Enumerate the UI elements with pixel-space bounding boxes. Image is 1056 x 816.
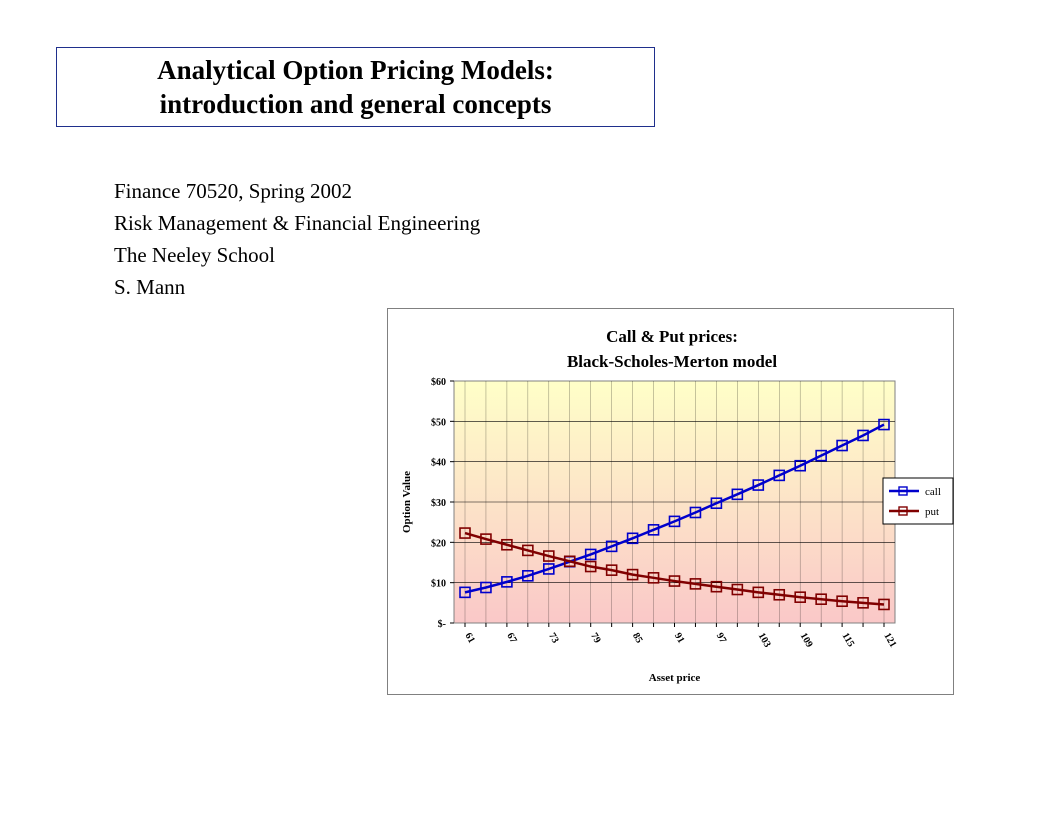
data-point-put <box>794 591 807 603</box>
data-point-put <box>752 586 765 599</box>
data-point-call <box>459 586 471 599</box>
y-tick-label: $- <box>438 619 446 630</box>
x-tick-label: 103 <box>756 631 773 649</box>
data-point-call <box>878 418 890 431</box>
x-tick-label: 97 <box>714 631 729 645</box>
data-point-put <box>647 572 660 584</box>
chart-legend: call put <box>882 477 954 525</box>
chart-subtitle: Black-Scholes-Merton model <box>567 352 777 371</box>
data-point-put <box>731 583 744 596</box>
y-tick-label: $30 <box>431 498 446 509</box>
subtitle-line-topic: Risk Management & Financial Engineering <box>114 211 481 235</box>
x-axis-label: Asset price <box>649 672 701 684</box>
data-point-put <box>836 595 848 608</box>
data-point-put <box>459 527 471 539</box>
data-point-call <box>710 497 723 510</box>
data-point-put <box>689 578 702 590</box>
data-point-call <box>857 429 869 442</box>
data-point-put <box>605 564 618 576</box>
slide-subtitle: Finance 70520, Spring 2002 Risk Manageme… <box>114 175 480 303</box>
series-line-put <box>464 531 885 606</box>
slide-title-box: Analytical Option Pricing Models: introd… <box>56 47 655 127</box>
y-tick-label: $60 <box>431 377 446 388</box>
series-line-call <box>464 423 885 594</box>
data-point-call <box>794 459 807 472</box>
data-point-call <box>731 488 744 501</box>
data-point-call <box>752 479 765 491</box>
y-tick-label: $20 <box>431 538 446 549</box>
subtitle-line-school: The Neeley School <box>114 243 275 267</box>
chart-frame: Call & Put prices: Black-Scholes-Merton … <box>387 308 954 695</box>
legend-marker-call <box>898 486 908 496</box>
legend-box <box>882 477 954 525</box>
x-tick-label: 109 <box>798 631 815 649</box>
data-point-put <box>584 560 597 573</box>
data-point-call <box>501 576 513 588</box>
option-price-chart: Call & Put prices: Black-Scholes-Merton … <box>401 327 954 684</box>
data-point-put <box>815 593 827 606</box>
series-call <box>459 418 890 599</box>
x-tick-label: 91 <box>672 631 687 645</box>
data-point-put <box>710 580 723 593</box>
x-tick-label: 61 <box>462 631 477 645</box>
subtitle-line-course: Finance 70520, Spring 2002 <box>114 179 352 203</box>
x-tick-label: 79 <box>588 631 603 645</box>
data-point-call <box>689 506 702 519</box>
data-point-put <box>668 575 681 587</box>
data-point-call <box>522 570 534 582</box>
legend-label-call: call <box>925 486 941 498</box>
x-tick-label: 73 <box>546 631 561 645</box>
y-axis-ticks: $- $10 $20 $30 $40 $50 $60 <box>431 377 454 630</box>
data-point-call <box>626 532 639 545</box>
subtitle-line-author: S. Mann <box>114 275 186 299</box>
data-point-put <box>522 544 534 557</box>
data-point-call <box>605 540 618 553</box>
data-point-put <box>626 568 639 581</box>
slide-title-line-2: introduction and general concepts <box>159 89 552 119</box>
data-point-put <box>480 533 492 545</box>
y-tick-label: $40 <box>431 458 446 469</box>
legend-marker-put <box>898 506 908 516</box>
x-axis-ticks: 61 67 73 79 85 91 97 103 109 115 121 <box>462 623 898 649</box>
data-point-put <box>501 538 513 551</box>
data-point-call <box>543 563 555 575</box>
x-tick-label: 121 <box>881 631 898 649</box>
data-point-call <box>480 581 492 594</box>
series-layer <box>459 418 890 611</box>
data-point-put <box>857 597 869 609</box>
series-put <box>459 527 890 611</box>
data-point-put <box>878 598 890 611</box>
data-point-call <box>773 469 786 482</box>
data-point-put <box>543 550 555 562</box>
data-point-call <box>647 524 660 536</box>
data-point-put <box>773 588 786 601</box>
y-tick-label: $50 <box>431 417 446 428</box>
data-point-call <box>815 449 827 462</box>
data-point-call <box>836 439 848 452</box>
data-point-call <box>668 515 681 528</box>
y-tick-label: $10 <box>431 579 446 590</box>
y-axis-label: Option Value <box>401 471 413 533</box>
x-tick-label: 85 <box>630 631 645 645</box>
x-tick-label: 67 <box>504 631 519 645</box>
x-tick-label: 115 <box>840 631 857 649</box>
data-point-put <box>563 555 576 568</box>
slide-title-line-1: Analytical Option Pricing Models: <box>157 55 554 85</box>
legend-label-put: put <box>925 506 939 518</box>
chart-title: Call & Put prices: <box>606 327 738 346</box>
data-point-call <box>584 548 597 561</box>
